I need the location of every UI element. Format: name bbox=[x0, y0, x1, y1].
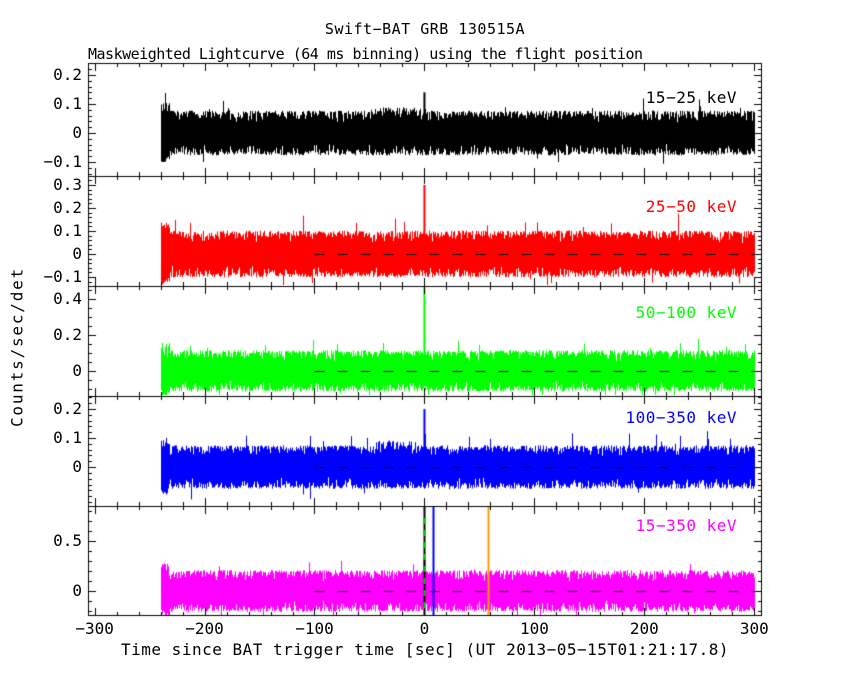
panel-label-15-350-kev: 15−350 keV bbox=[635, 516, 737, 535]
x-axis-label: Time since BAT trigger time [sec] (UT 20… bbox=[121, 640, 729, 659]
x-tick-label: −300 bbox=[75, 619, 114, 638]
panel-label-100-350-kev: 100−350 keV bbox=[625, 408, 737, 427]
x-tick-label: 200 bbox=[629, 619, 659, 638]
y-tick-label: 0.1 bbox=[53, 428, 82, 448]
x-tick-label: −200 bbox=[185, 619, 224, 638]
y-tick-label: 0.1 bbox=[53, 93, 82, 113]
y-tick-label: 0.4 bbox=[53, 288, 82, 308]
x-tick-label: 0 bbox=[419, 619, 430, 638]
y-tick-label: −0.1 bbox=[43, 152, 82, 172]
y-tick-label: 0.5 bbox=[53, 531, 82, 550]
y-tick-label: 0.2 bbox=[53, 64, 82, 84]
y-tick-label: 0.3 bbox=[53, 174, 82, 194]
panel-label-25-50-kev: 25−50 keV bbox=[645, 197, 737, 216]
chart-subtitle: Maskweighted Lightcurve (64 ms binning) … bbox=[88, 45, 643, 63]
panel-label-50-100-kev: 50−100 keV bbox=[635, 303, 737, 322]
x-tick-label: −100 bbox=[295, 619, 334, 638]
y-tick-label: 0 bbox=[72, 581, 82, 600]
y-tick-label: 0 bbox=[72, 360, 82, 380]
y-tick-label: 0 bbox=[72, 123, 82, 142]
y-tick-label: 0.2 bbox=[53, 197, 82, 217]
chart-title: Swift−BAT GRB 130515A bbox=[324, 20, 526, 38]
panel-label-15-25-kev: 15−25 keV bbox=[645, 88, 737, 107]
y-tick-label: 0.1 bbox=[53, 221, 82, 240]
y-tick-label: −0.1 bbox=[43, 267, 82, 287]
y-tick-label: 0 bbox=[72, 457, 82, 477]
y-tick-label: 0.2 bbox=[53, 399, 82, 419]
x-tick-label: 100 bbox=[519, 619, 549, 638]
x-tick-label: 300 bbox=[739, 619, 769, 638]
y-tick-label: 0 bbox=[72, 244, 82, 263]
y-tick-label: 0.2 bbox=[53, 324, 82, 344]
